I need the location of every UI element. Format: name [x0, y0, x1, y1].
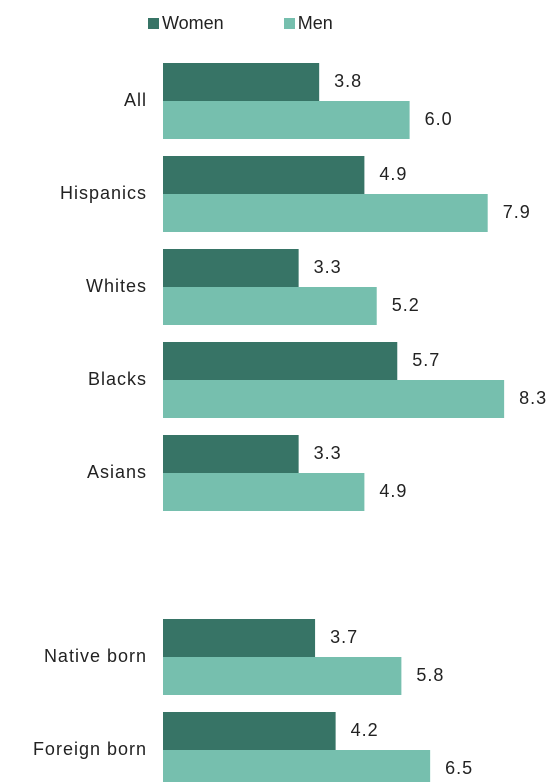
- bar-women-hispanics: [163, 156, 365, 194]
- category-label-native-born: Native born: [44, 646, 147, 666]
- value-label-women-asians: 3.3: [314, 443, 342, 463]
- legend-label-men: Men: [297, 13, 333, 33]
- bar-women-blacks: [163, 342, 398, 380]
- bar-women-asians: [163, 435, 299, 473]
- bar-men-all: [163, 101, 410, 139]
- bar-men-asians: [163, 473, 365, 511]
- category-label-asians: Asians: [87, 462, 147, 482]
- bar-men-native-born: [163, 657, 402, 695]
- value-label-men-whites: 5.2: [392, 295, 420, 315]
- category-label-blacks: Blacks: [88, 369, 147, 389]
- value-label-women-native-born: 3.7: [330, 627, 358, 647]
- bar-men-hispanics: [163, 194, 488, 232]
- value-label-men-blacks: 8.3: [519, 388, 547, 408]
- value-label-men-native-born: 5.8: [416, 665, 444, 685]
- bar-men-blacks: [163, 380, 505, 418]
- legend-label-women: Women: [162, 13, 224, 33]
- category-label-all: All: [124, 90, 147, 110]
- category-label-foreign-born: Foreign born: [33, 739, 147, 759]
- bar-men-whites: [163, 287, 377, 325]
- bar-women-native-born: [163, 619, 316, 657]
- value-label-men-hispanics: 7.9: [503, 202, 531, 222]
- value-label-men-foreign-born: 6.5: [445, 758, 473, 778]
- legend: Women Men: [148, 13, 393, 34]
- bar-women-whites: [163, 249, 299, 287]
- value-label-women-all: 3.8: [334, 71, 362, 91]
- legend-swatch-men: [283, 18, 295, 29]
- category-label-hispanics: Hispanics: [60, 183, 147, 203]
- value-label-women-blacks: 5.7: [412, 350, 440, 370]
- value-label-women-whites: 3.3: [314, 257, 342, 277]
- value-label-women-foreign-born: 4.2: [351, 720, 379, 740]
- bar-women-all: [163, 63, 320, 101]
- legend-item-men: Men: [283, 13, 333, 34]
- bar-women-foreign-born: [163, 712, 336, 750]
- legend-item-women: Women: [148, 13, 224, 34]
- bar-men-foreign-born: [163, 750, 431, 782]
- legend-swatch-women: [148, 18, 159, 29]
- value-label-men-all: 6.0: [425, 109, 453, 129]
- value-label-men-asians: 4.9: [379, 481, 407, 501]
- category-label-whites: Whites: [86, 276, 147, 296]
- value-label-women-hispanics: 4.9: [379, 164, 407, 184]
